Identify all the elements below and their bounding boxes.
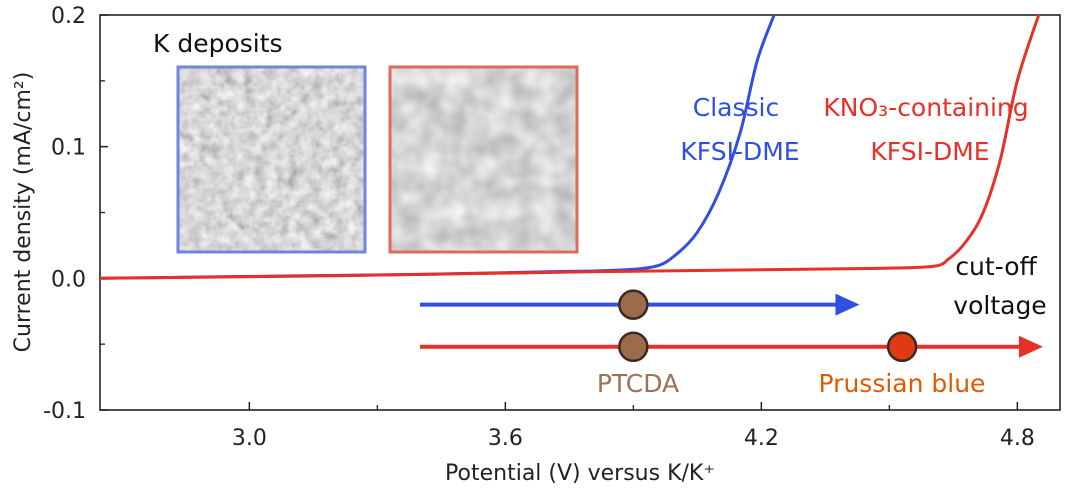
series-label-kno3: KNO₃-containing KFSI-DME — [823, 93, 1036, 166]
ptcda-label: PTCDA — [597, 369, 679, 398]
x-tick-label: 3.0 — [232, 426, 267, 451]
marker-1 — [618, 331, 649, 363]
cutoff-voltage-label: cut-off voltage — [953, 252, 1046, 320]
series-label-classic-line1: Classic — [693, 93, 779, 122]
cutoff-voltage-line2: voltage — [953, 291, 1046, 320]
y-tick-label: -0.1 — [43, 399, 86, 424]
y-tick-label: 0.1 — [51, 136, 86, 161]
range-arrow-head-0 — [835, 293, 860, 316]
sem-image-classic-border — [176, 65, 367, 254]
series-line-1 — [100, 15, 1041, 280]
sem-image-kno3-border — [388, 65, 579, 254]
k-deposits-insets — [176, 65, 579, 254]
cutoff-voltage-line1: cut-off — [955, 252, 1037, 281]
voltage-ranges — [420, 293, 1043, 358]
series-label-kno3-line2: KFSI-DME — [870, 137, 989, 166]
x-tick-label: 3.6 — [488, 426, 523, 451]
sem-image-classic — [178, 67, 365, 252]
marker-0 — [618, 289, 649, 320]
sem-image-kno3 — [390, 67, 577, 252]
series-label-classic: Classic KFSI-DME — [680, 93, 799, 166]
x-tick-label: 4.8 — [1000, 426, 1035, 451]
k-deposits-title: K deposits — [153, 29, 283, 58]
cathode-markers — [618, 289, 918, 363]
series-label-kno3-line1: KNO₃-containing — [823, 93, 1028, 122]
y-axis-title: Current density (mA/cm²) — [11, 72, 36, 353]
prussian-blue-label: Prussian blue — [819, 369, 986, 398]
x-axis-title: Potential (V) versus K/K⁺ — [445, 461, 715, 486]
range-arrow-head-1 — [1018, 335, 1043, 358]
series-label-classic-line2: KFSI-DME — [680, 137, 799, 166]
axis-ticks: 3.0 3.6 4.2 4.8 -0.1 0.0 0.1 0.2 — [43, 4, 1035, 451]
marker-2 — [886, 331, 918, 363]
x-tick-label: 4.2 — [744, 426, 779, 451]
y-tick-label: 0.2 — [51, 4, 86, 29]
y-tick-label: 0.0 — [51, 267, 86, 292]
series-group — [100, 15, 1041, 280]
